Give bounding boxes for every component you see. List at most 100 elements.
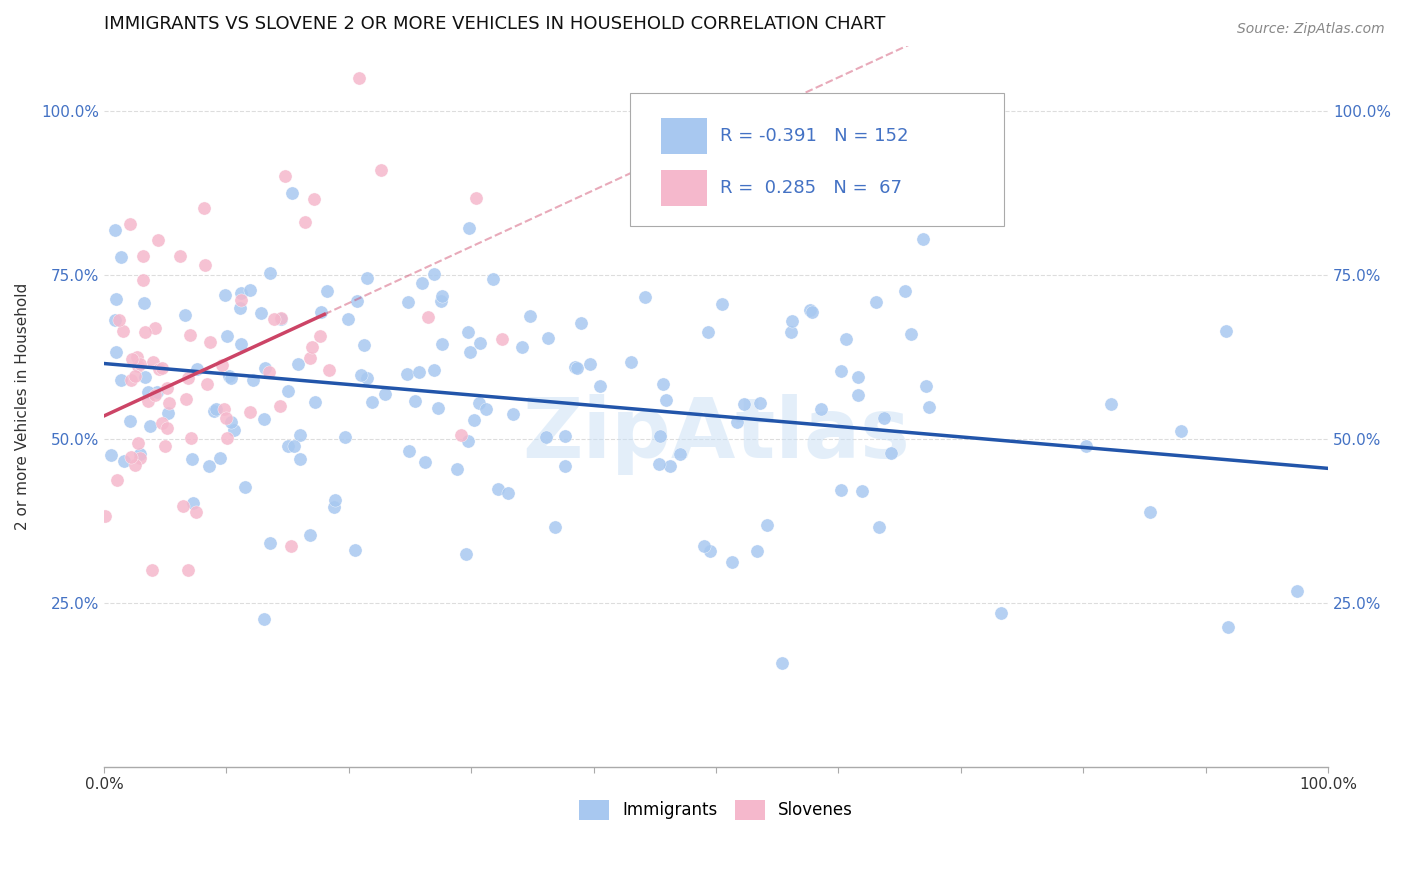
- Point: [233, 480, 256, 494]
- Point: [318, 363, 340, 377]
- Point: [427, 401, 450, 415]
- Point: [231, 285, 253, 300]
- Point: [652, 377, 675, 392]
- Point: [177, 563, 200, 577]
- Point: [112, 454, 135, 468]
- Point: [779, 325, 801, 339]
- Point: [620, 355, 643, 369]
- Point: [457, 221, 479, 235]
- Point: [846, 388, 869, 402]
- Point: [156, 381, 179, 395]
- Point: [218, 369, 240, 384]
- Point: [413, 455, 436, 469]
- Point: [482, 272, 505, 286]
- Point: [725, 415, 748, 429]
- Point: [810, 402, 832, 417]
- Point: [519, 309, 541, 323]
- Point: [912, 232, 935, 246]
- Text: R =  0.285   N =  67: R = 0.285 N = 67: [720, 178, 901, 196]
- Point: [150, 416, 173, 430]
- Point: [335, 430, 357, 444]
- Point: [270, 312, 292, 326]
- Point: [1139, 505, 1161, 519]
- Point: [239, 405, 262, 419]
- Point: [830, 483, 852, 498]
- Point: [465, 191, 488, 205]
- Point: [249, 306, 271, 320]
- Point: [202, 403, 225, 417]
- Point: [799, 303, 821, 318]
- Point: [281, 186, 304, 200]
- Point: [430, 293, 453, 308]
- Point: [231, 293, 253, 307]
- Point: [450, 427, 472, 442]
- Point: [208, 450, 231, 465]
- Point: [411, 276, 433, 290]
- Point: [93, 509, 115, 524]
- Point: [217, 329, 239, 343]
- Point: [900, 326, 922, 341]
- Point: [288, 452, 311, 467]
- Point: [1099, 397, 1122, 411]
- Point: [496, 486, 519, 500]
- Point: [186, 505, 208, 519]
- Point: [486, 482, 509, 496]
- Point: [1170, 424, 1192, 438]
- Point: [446, 462, 468, 476]
- Point: [534, 430, 557, 444]
- Point: [214, 288, 236, 302]
- Point: [755, 517, 778, 532]
- Point: [124, 369, 146, 384]
- Point: [917, 400, 939, 414]
- Point: [851, 484, 873, 499]
- Point: [554, 429, 576, 443]
- Point: [145, 388, 167, 402]
- Point: [129, 451, 152, 466]
- Point: [104, 345, 127, 359]
- Point: [404, 393, 426, 408]
- Point: [565, 361, 588, 376]
- Point: [423, 363, 446, 377]
- Point: [655, 392, 678, 407]
- Point: [118, 414, 141, 428]
- Point: [134, 370, 156, 384]
- Point: [298, 528, 321, 542]
- Point: [259, 536, 281, 550]
- Point: [304, 395, 326, 409]
- Point: [309, 304, 332, 318]
- Point: [408, 365, 430, 379]
- Point: [270, 310, 292, 325]
- Y-axis label: 2 or more Vehicles in Household: 2 or more Vehicles in Household: [15, 283, 30, 530]
- Point: [770, 657, 793, 671]
- Point: [502, 407, 524, 421]
- Point: [174, 392, 197, 406]
- Point: [221, 415, 243, 429]
- Point: [1215, 324, 1237, 338]
- FancyBboxPatch shape: [661, 169, 707, 206]
- Text: Source: ZipAtlas.com: Source: ZipAtlas.com: [1237, 22, 1385, 37]
- Point: [463, 413, 485, 427]
- Point: [579, 357, 602, 371]
- Point: [648, 428, 671, 442]
- Point: [148, 233, 170, 247]
- Point: [110, 250, 132, 264]
- Point: [418, 310, 440, 325]
- Point: [104, 223, 127, 237]
- FancyBboxPatch shape: [661, 118, 707, 153]
- Point: [105, 473, 128, 487]
- Point: [197, 376, 219, 391]
- Point: [569, 316, 592, 330]
- Point: [699, 544, 721, 558]
- Point: [873, 411, 896, 425]
- Point: [131, 273, 153, 287]
- Point: [153, 439, 176, 453]
- Point: [124, 458, 146, 472]
- Point: [346, 293, 368, 308]
- Point: [120, 374, 142, 388]
- Point: [780, 314, 803, 328]
- Point: [156, 421, 179, 435]
- Point: [263, 311, 285, 326]
- Point: [422, 267, 444, 281]
- Point: [544, 519, 567, 533]
- Point: [118, 217, 141, 231]
